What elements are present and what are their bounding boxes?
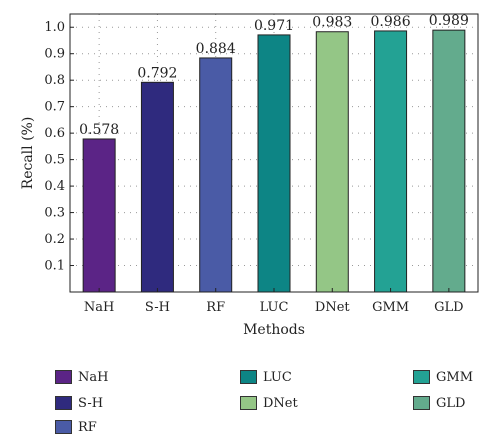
- legend: NaH S-H RF LUC DNet GMM GLD: [55, 360, 495, 440]
- x-axis-ticks: NaH S-H RF LUC DNet GMM GLD: [84, 288, 464, 315]
- legend-item-gld: GLD: [413, 394, 465, 412]
- legend-item-nah: NaH: [55, 368, 108, 386]
- bar-chart: 0.1 0.2 0.3 0.4 0.5 0.6 0.7 0.8 0.9 1.0 NaH S-H RF L…: [20, 13, 479, 338]
- y-tick-label: 1.0: [44, 20, 65, 35]
- y-axis-ticks: 0.1 0.2 0.3 0.4 0.5 0.6 0.7 0.8 0.9 1.0: [44, 20, 74, 274]
- legend-swatch: [55, 370, 72, 384]
- legend-label: S-H: [78, 395, 104, 411]
- legend-label: GLD: [436, 395, 466, 411]
- y-tick-label: 0.3: [44, 206, 65, 221]
- x-tick-label-rf: RF: [206, 300, 225, 315]
- bar-gmm: [374, 30, 408, 293]
- data-label-dnet: 0.983: [312, 15, 352, 31]
- bar-dnet: [315, 31, 349, 293]
- x-tick-label-luc: LUC: [260, 300, 289, 315]
- data-label-luc: 0.971: [254, 18, 294, 34]
- legend-item-gmm: GMM: [413, 368, 473, 386]
- legend-swatch: [240, 396, 257, 410]
- y-tick-label: 0.1: [44, 259, 65, 274]
- x-tick-label-nah: NaH: [84, 300, 114, 315]
- x-axis-title: Methods: [243, 322, 305, 338]
- y-tick-label: 0.8: [44, 73, 65, 88]
- legend-label: RF: [78, 419, 97, 435]
- y-tick-label: 0.5: [44, 153, 65, 168]
- data-label-rf: 0.884: [196, 41, 236, 57]
- legend-label: LUC: [263, 369, 292, 385]
- bar-s-h: [140, 81, 174, 293]
- bar-luc: [257, 34, 291, 293]
- legend-item-s-h: S-H: [55, 394, 103, 412]
- bar-gld: [432, 29, 466, 293]
- data-label-gld: 0.989: [429, 13, 469, 29]
- y-tick-label: 0.4: [44, 179, 65, 194]
- y-tick-label: 0.7: [44, 100, 65, 115]
- legend-swatch: [55, 420, 72, 434]
- legend-item-dnet: DNet: [240, 394, 298, 412]
- data-label-gmm: 0.986: [371, 14, 411, 30]
- legend-label: DNet: [263, 395, 298, 411]
- data-label-s-h: 0.792: [137, 65, 177, 81]
- y-tick-label: 0.6: [44, 126, 65, 141]
- legend-item-luc: LUC: [240, 368, 292, 386]
- legend-swatch: [413, 370, 430, 384]
- x-tick-label-gmm: GMM: [372, 300, 409, 315]
- bar-nah: [82, 138, 116, 293]
- y-tick-label: 0.2: [44, 232, 65, 247]
- legend-swatch: [240, 370, 257, 384]
- legend-swatch: [413, 396, 430, 410]
- legend-swatch: [55, 396, 72, 410]
- data-label-nah: 0.578: [79, 122, 119, 138]
- y-axis-title: Recall (%): [20, 117, 36, 190]
- x-tick-label-s-h: S-H: [145, 300, 170, 315]
- x-tick-label-gld: GLD: [434, 300, 463, 315]
- y-tick-label: 0.9: [44, 47, 65, 62]
- legend-label: GMM: [436, 369, 474, 385]
- x-tick-label-dnet: DNet: [315, 300, 350, 315]
- bar-rf: [199, 57, 233, 293]
- data-labels: 0.578 0.792 0.884 0.971 0.983 0.986 0.989: [79, 13, 469, 138]
- legend-label: NaH: [78, 369, 109, 385]
- legend-item-rf: RF: [55, 418, 97, 436]
